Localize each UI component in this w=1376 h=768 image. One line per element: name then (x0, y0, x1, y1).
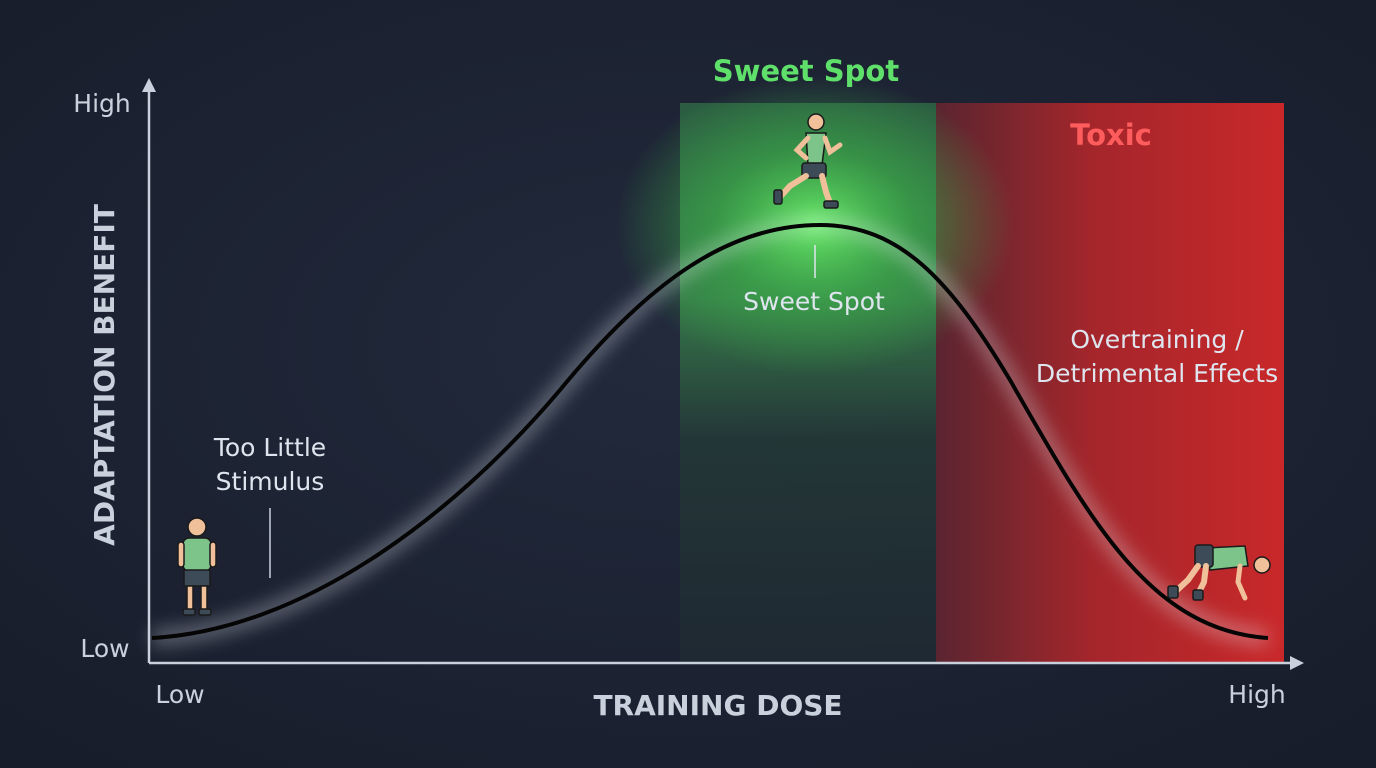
annotation-line: Overtraining / (1070, 325, 1244, 354)
toxic-title: Toxic (1070, 118, 1152, 152)
annotation-line: Too Little (213, 433, 326, 462)
sweet-spot-title: Sweet Spot (713, 54, 900, 88)
exhausted-figure (1167, 544, 1271, 601)
x-axis-title: TRAINING DOSE (593, 689, 842, 722)
annotation-line: Stimulus (216, 467, 325, 496)
y-high: High (73, 89, 130, 118)
runner-figure (773, 113, 843, 209)
annotation-line: Detrimental Effects (1036, 359, 1278, 388)
x-axis-arrow (1290, 656, 1304, 670)
y-axis-title: ADAPTATION BENEFIT (88, 204, 121, 546)
annotation-line: Sweet Spot (743, 287, 885, 316)
y-low: Low (80, 634, 129, 663)
dose-response-curve (151, 222, 1269, 640)
standing-figure (177, 517, 217, 616)
x-low: Low (155, 680, 204, 709)
y-axis-arrow (142, 78, 156, 92)
x-high: High (1228, 680, 1285, 709)
